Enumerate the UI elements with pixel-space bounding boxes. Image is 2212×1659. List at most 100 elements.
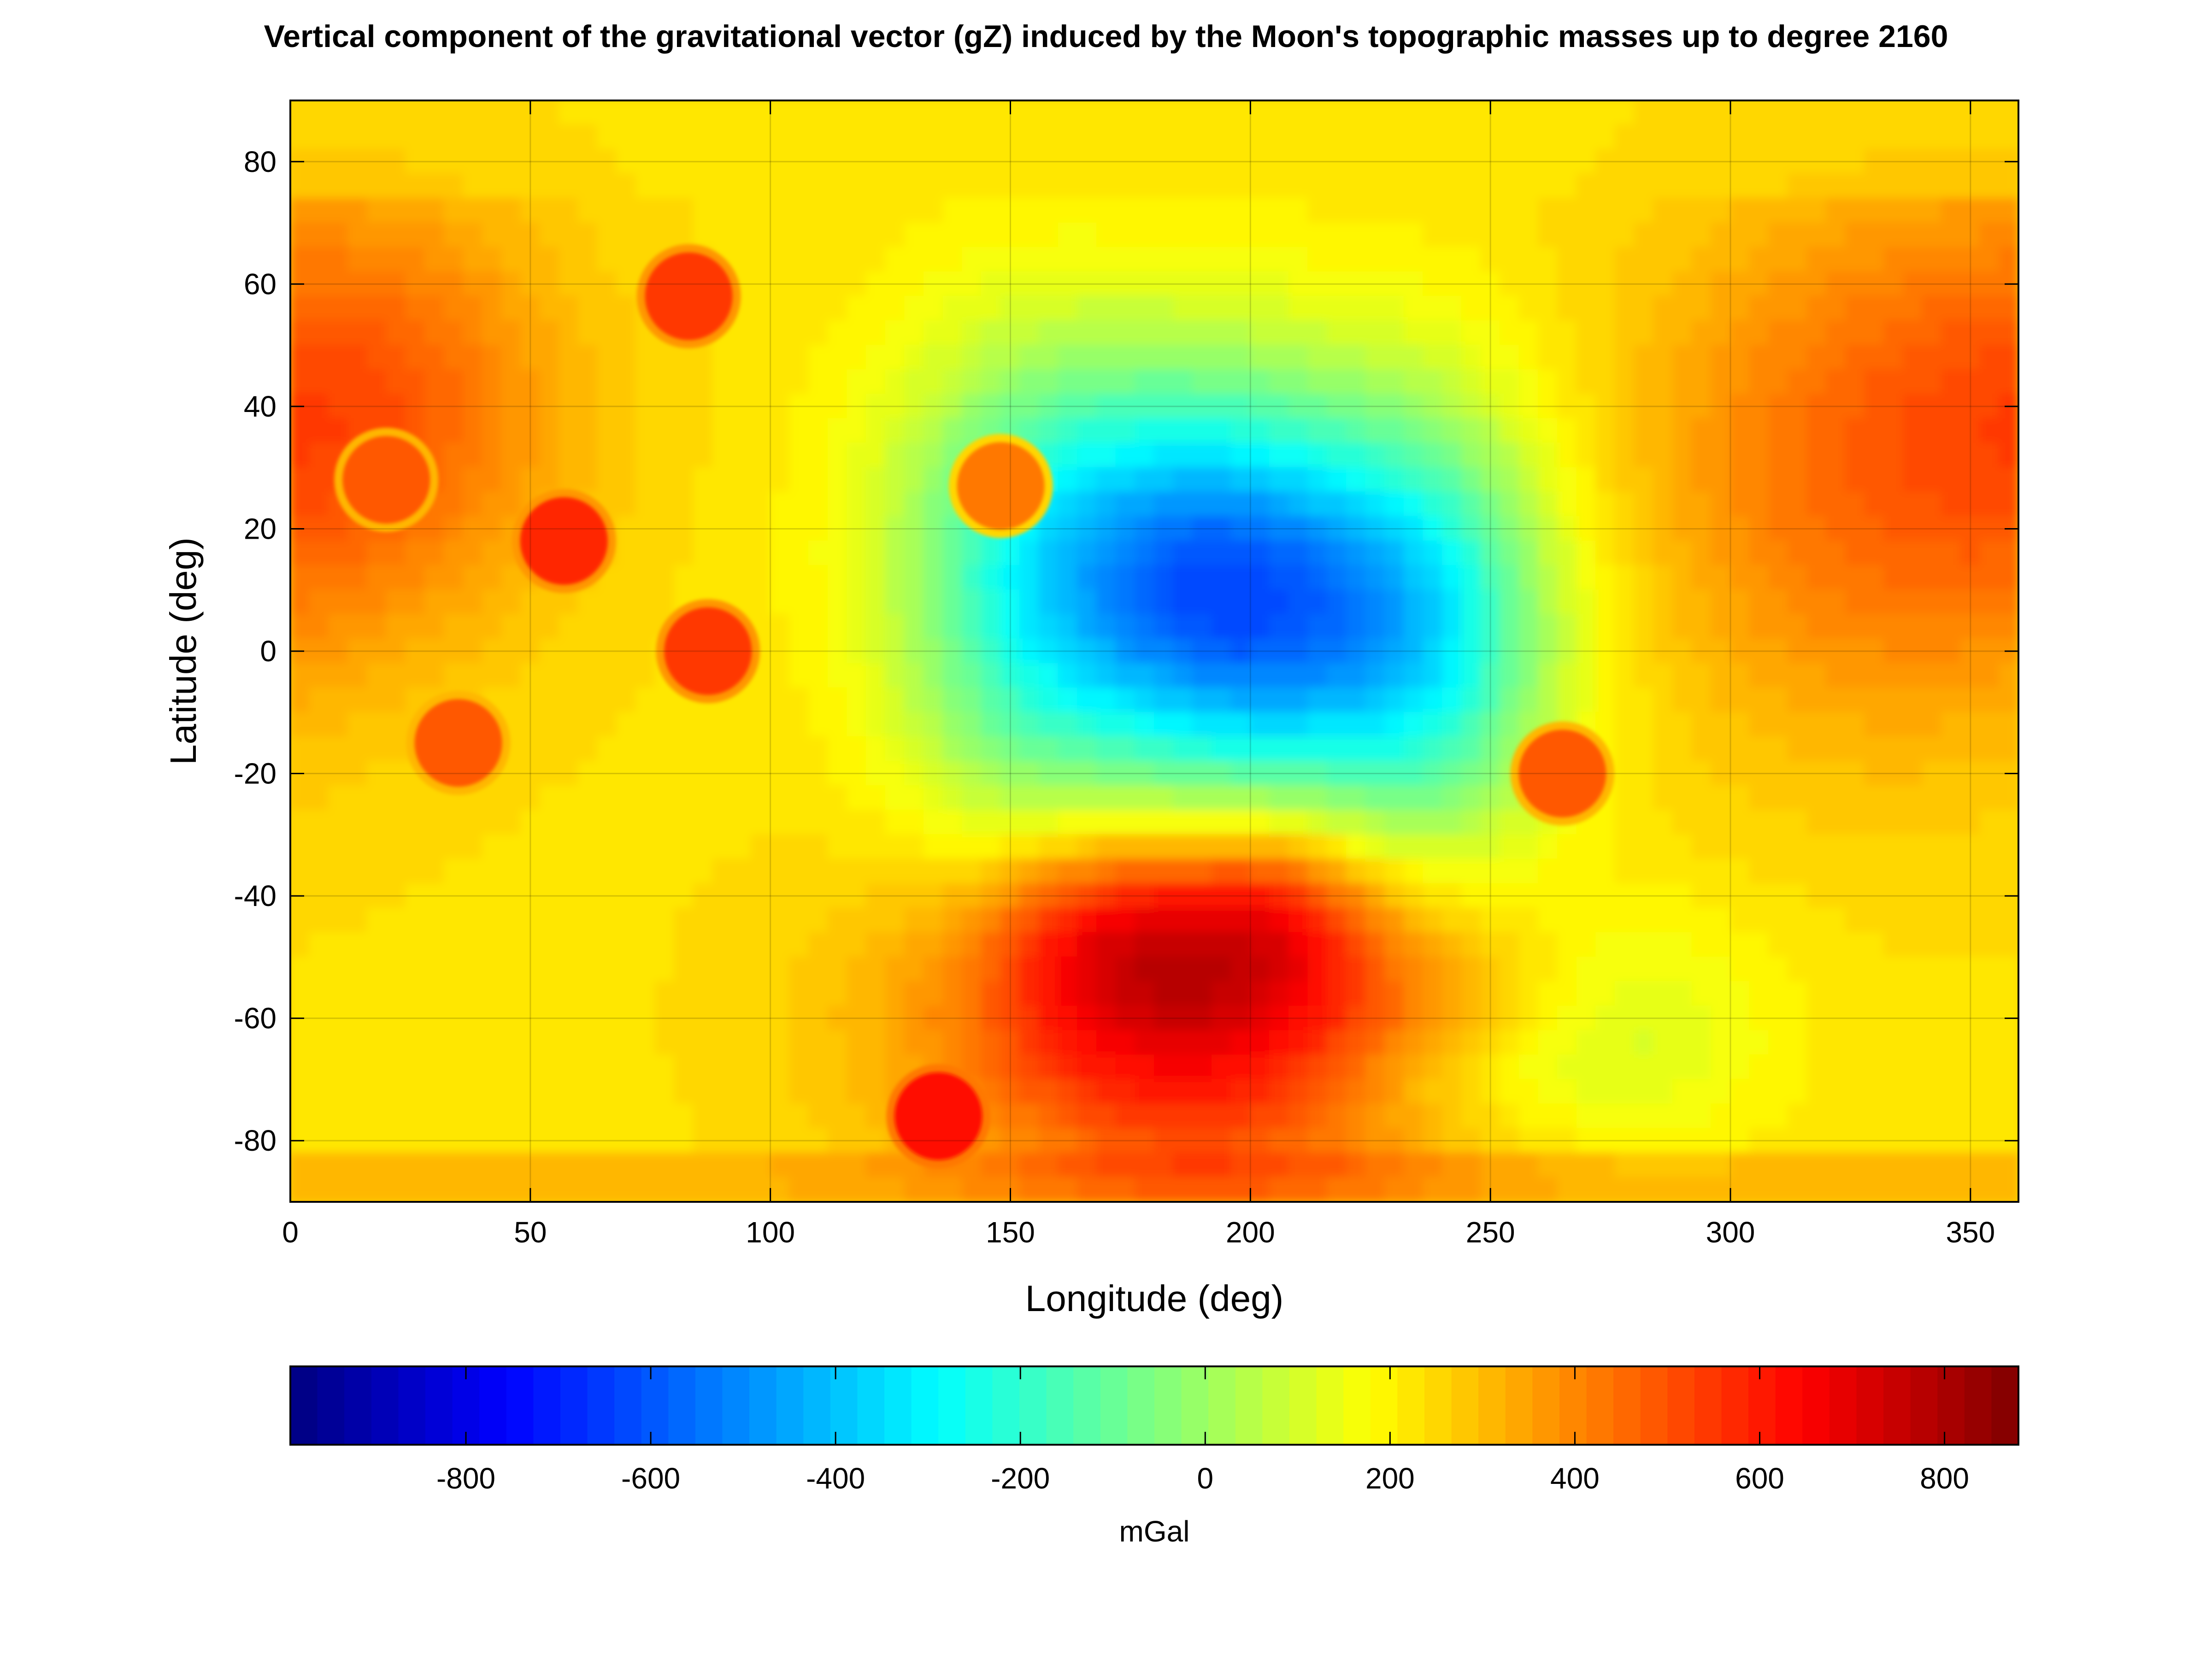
heatmap-cell <box>1500 638 1520 664</box>
heatmap-cell <box>962 638 982 664</box>
heatmap-cell <box>1135 124 1155 150</box>
heatmap-cell <box>1979 467 2000 493</box>
heatmap-cell <box>1903 638 1923 664</box>
heatmap-cell <box>1557 247 1577 272</box>
heatmap-cell <box>1269 810 1289 835</box>
heatmap-cell <box>1788 1054 1808 1080</box>
heatmap-cell <box>1806 932 1827 958</box>
heatmap-cell <box>1903 761 1923 787</box>
heatmap-cell <box>1212 418 1232 444</box>
heatmap-cell <box>1461 442 1482 468</box>
heatmap-cell <box>1250 124 1270 150</box>
heatmap-cell <box>597 124 618 150</box>
heatmap-cell <box>1346 1006 1366 1031</box>
heatmap-cell <box>1423 859 1443 884</box>
heatmap-cell <box>827 1006 848 1031</box>
heatmap-cell <box>1173 345 1194 371</box>
heatmap-cell <box>1864 1030 1885 1056</box>
heatmap-cell <box>1250 687 1270 713</box>
heatmap-cell <box>654 418 675 444</box>
heatmap-cell <box>981 638 1001 664</box>
heatmap-cell <box>1212 149 1232 175</box>
heatmap-cell <box>1096 1006 1117 1031</box>
heatmap-cell <box>347 663 368 688</box>
heatmap-cell <box>1480 932 1500 958</box>
heatmap-cell <box>1883 956 1904 982</box>
heatmap-cell <box>1307 712 1328 737</box>
heatmap-cell <box>1864 907 1885 933</box>
heatmap-cell <box>693 491 713 517</box>
heatmap-cell <box>1615 1030 1635 1056</box>
heatmap-cell <box>290 124 310 150</box>
heatmap-cell <box>1922 418 1942 444</box>
heatmap-cell <box>1135 589 1155 615</box>
heatmap-cell <box>597 100 618 126</box>
heatmap-cell <box>578 100 598 126</box>
heatmap-cell <box>443 100 464 126</box>
heatmap-cell <box>1096 932 1117 958</box>
heatmap-cell <box>1115 369 1136 395</box>
heatmap-cell <box>924 785 944 811</box>
heatmap-cell <box>1538 956 1558 982</box>
heatmap-cell <box>424 271 445 297</box>
heatmap-cell <box>1788 736 1808 762</box>
heatmap-cell <box>1115 345 1136 371</box>
heatmap-cell <box>1806 614 1827 640</box>
heatmap-cell <box>443 124 464 150</box>
heatmap-cell <box>1634 418 1654 444</box>
heatmap-cell <box>1500 1079 1520 1105</box>
heatmap-cell <box>1250 1006 1270 1031</box>
heatmap-cell <box>808 442 829 468</box>
heatmap-cell <box>1749 198 1770 224</box>
heatmap-cell <box>347 638 368 664</box>
heatmap-cell <box>1230 247 1251 272</box>
heatmap-cell <box>1960 295 1981 321</box>
heatmap-cell <box>1653 516 1673 541</box>
heatmap-cell <box>1806 369 1827 395</box>
heatmap-cell <box>712 516 733 541</box>
heatmap-cell <box>924 491 944 517</box>
heatmap-cell <box>559 394 579 419</box>
heatmap-cell <box>482 1054 502 1080</box>
heatmap-cell <box>1788 687 1808 713</box>
heatmap-cell <box>962 859 982 884</box>
heatmap-cell <box>559 663 579 688</box>
heatmap-cell <box>1806 736 1827 762</box>
heatmap-cell <box>731 1006 752 1031</box>
heatmap-cell <box>1615 295 1635 321</box>
heatmap-cell <box>808 271 829 297</box>
heatmap-cell <box>328 761 348 787</box>
heatmap-cell <box>942 859 963 884</box>
heatmap-cell <box>981 394 1001 419</box>
heatmap-cell <box>1999 712 2018 737</box>
heatmap-cell <box>847 981 867 1007</box>
heatmap-cell <box>674 761 694 787</box>
heatmap-cell <box>731 394 752 419</box>
heatmap-cell <box>1595 1006 1616 1031</box>
heatmap-cell <box>654 149 675 175</box>
heatmap-cell <box>885 516 906 541</box>
heatmap-cell <box>347 247 368 272</box>
heatmap-cell <box>808 295 829 321</box>
heatmap-cell <box>1711 712 1731 737</box>
heatmap-cell <box>1864 516 1885 541</box>
heatmap-cell <box>962 271 982 297</box>
heatmap-cell <box>1691 442 1712 468</box>
heatmap-cell <box>1077 100 1097 126</box>
heatmap-cell <box>1384 956 1405 982</box>
heatmap-cell <box>1154 198 1174 224</box>
heatmap-cell <box>1365 761 1385 787</box>
heatmap-cell <box>1461 932 1482 958</box>
heatmap-cell <box>1615 1128 1635 1153</box>
heatmap-cell <box>1269 956 1289 982</box>
heatmap-cell <box>1154 810 1174 835</box>
heatmap-cell <box>1384 173 1405 199</box>
heatmap-cell <box>1077 981 1097 1007</box>
heatmap-cell <box>1000 173 1021 199</box>
heatmap-cell <box>1019 1054 1040 1080</box>
heatmap-cell <box>981 100 1001 126</box>
heatmap-cell <box>1730 271 1750 297</box>
heatmap-cell <box>1480 541 1500 566</box>
heatmap-cell <box>1941 1079 1961 1105</box>
heatmap-cell <box>1960 785 1981 811</box>
